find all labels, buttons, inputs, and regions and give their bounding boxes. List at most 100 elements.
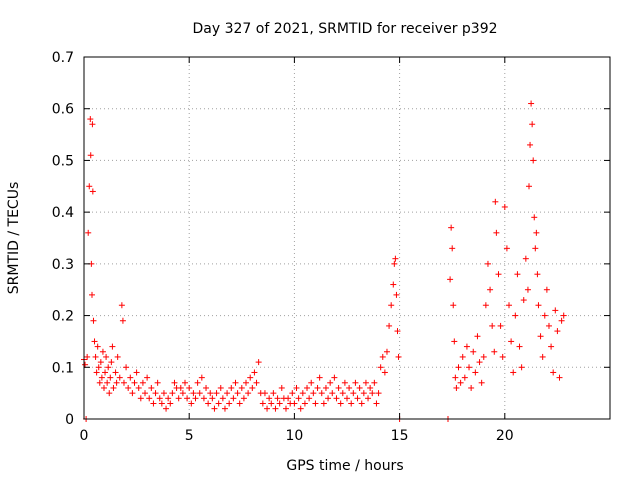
data-point (310, 390, 317, 397)
data-point (205, 400, 212, 407)
data-point (103, 353, 110, 360)
data-point (177, 384, 184, 391)
data-point (276, 400, 283, 407)
data-point (196, 390, 203, 397)
data-point (528, 100, 535, 107)
data-point (371, 379, 378, 386)
data-point (472, 369, 479, 376)
data-point (491, 348, 498, 355)
data-point (114, 353, 121, 360)
data-point (501, 203, 508, 210)
data-point (85, 229, 92, 236)
data-point (266, 395, 273, 402)
data-point (463, 343, 470, 350)
data-point (116, 374, 123, 381)
data-point (301, 400, 308, 407)
data-point (230, 395, 237, 402)
data-point (448, 224, 455, 231)
data-point (158, 400, 165, 407)
data-point (455, 364, 462, 371)
data-point (325, 395, 332, 402)
data-point (251, 369, 258, 376)
data-point (369, 390, 376, 397)
data-point (119, 317, 126, 324)
data-point (316, 374, 323, 381)
data-point (532, 245, 539, 252)
data-point (394, 328, 401, 335)
data-point (492, 198, 499, 205)
data-point (512, 312, 519, 319)
data-point (468, 384, 475, 391)
data-point (499, 353, 506, 360)
data-point (390, 281, 397, 288)
data-point (344, 395, 350, 402)
data-point (87, 116, 94, 123)
data-point (243, 379, 250, 386)
data-point (113, 379, 120, 386)
data-point (322, 384, 329, 391)
data-point (259, 400, 266, 407)
data-point (247, 374, 254, 381)
data-point (548, 343, 555, 350)
data-point (360, 390, 367, 397)
data-point (188, 400, 195, 407)
data-point (352, 379, 359, 386)
data-point (150, 400, 157, 407)
data-point (264, 405, 271, 412)
data-point (377, 364, 384, 371)
data-point (171, 379, 178, 386)
data-point (175, 395, 182, 402)
data-point (295, 395, 302, 402)
x-tick-label: 0 (80, 428, 89, 444)
data-point (318, 390, 325, 397)
data-point (221, 405, 228, 412)
data-point (192, 395, 199, 402)
data-point (534, 271, 541, 278)
axes: 0 5 10 15 20 0 0.1 0.2 0.3 0.4 0.5 0.6 0.7 (52, 50, 611, 444)
data-point (530, 157, 537, 164)
y-tick-label: 0.5 (52, 153, 74, 169)
data-point (381, 369, 388, 376)
x-tick-label: 15 (391, 428, 409, 444)
data-point (156, 395, 163, 402)
data-point (388, 302, 395, 309)
data-points (81, 100, 567, 422)
data-point (558, 317, 565, 324)
data-point (299, 390, 306, 397)
data-point (142, 390, 149, 397)
data-point (478, 379, 485, 386)
data-point (144, 374, 151, 381)
data-point (190, 390, 197, 397)
data-point (552, 307, 559, 314)
data-point (291, 400, 298, 407)
data-point (234, 390, 241, 397)
data-point (102, 369, 109, 376)
data-point (447, 276, 454, 283)
data-point (533, 229, 540, 236)
data-point (272, 405, 279, 412)
data-point (531, 214, 538, 221)
data-point (327, 379, 334, 386)
data-point (516, 343, 523, 350)
data-point (209, 395, 216, 402)
data-point (82, 361, 89, 368)
data-point (362, 379, 369, 386)
data-point (261, 390, 268, 397)
data-point (379, 353, 386, 360)
data-point (508, 338, 515, 345)
grid-layer (84, 57, 610, 419)
data-point (165, 395, 172, 402)
data-point (249, 384, 256, 391)
y-tick-label: 0.4 (52, 205, 74, 221)
data-point (470, 348, 477, 355)
data-point (219, 395, 226, 402)
data-point (450, 302, 457, 309)
data-point (375, 390, 382, 397)
data-point (489, 322, 496, 329)
data-point (308, 379, 315, 386)
data-point (129, 390, 136, 397)
data-point (106, 390, 113, 397)
data-point (452, 374, 459, 381)
data-point (339, 390, 346, 397)
